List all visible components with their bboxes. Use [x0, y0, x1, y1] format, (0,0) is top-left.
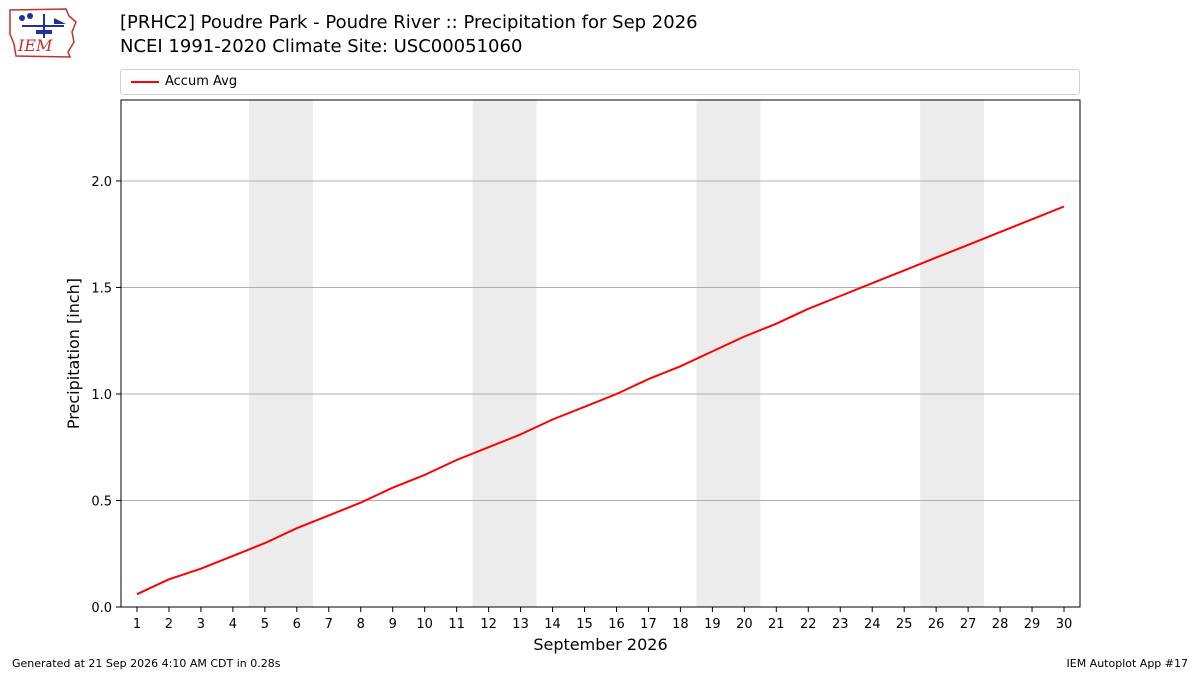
x-tick-label: 16 [608, 617, 625, 632]
x-tick-label: 28 [992, 617, 1009, 632]
footer-generated: Generated at 21 Sep 2026 4:10 AM CDT in … [12, 657, 281, 670]
x-tick-label: 24 [864, 617, 881, 632]
x-tick-label: 9 [389, 617, 397, 632]
y-axis-label: Precipitation [inch] [64, 278, 83, 429]
y-tick-label: 0.0 [91, 601, 112, 616]
x-tick-label: 1 [133, 617, 141, 632]
legend-swatch-accum-avg [131, 81, 159, 83]
x-tick-label: 2 [165, 617, 173, 632]
x-tick-label: 11 [448, 617, 465, 632]
x-tick-label: 8 [357, 617, 365, 632]
footer-app-id: IEM Autoplot App #17 [1066, 657, 1189, 670]
plot-frame [120, 99, 1081, 608]
x-axis-label: September 2026 [533, 635, 667, 654]
x-tick-label: 25 [896, 617, 913, 632]
legend: Accum Avg [120, 69, 1080, 95]
x-tick-label: 22 [800, 617, 817, 632]
x-tick-label: 6 [293, 617, 301, 632]
x-tick-label: 3 [197, 617, 205, 632]
x-tick-label: 4 [229, 617, 237, 632]
x-tick-label: 5 [261, 617, 269, 632]
legend-label-accum-avg: Accum Avg [165, 74, 238, 89]
x-tick-label: 7 [325, 617, 333, 632]
x-tick-label: 13 [512, 617, 529, 632]
weekend-band [920, 100, 985, 607]
y-tick-label: 1.0 [91, 388, 112, 403]
y-tick-label: 0.5 [91, 494, 112, 509]
x-tick-label: 17 [640, 617, 657, 632]
logo-text: IEM [17, 36, 53, 55]
x-tick-label: 26 [928, 617, 945, 632]
x-tick-label: 23 [832, 617, 849, 632]
weekend-band [248, 100, 313, 607]
x-tick-label: 14 [544, 617, 561, 632]
x-tick-label: 21 [768, 617, 785, 632]
y-tick-label: 1.5 [91, 281, 112, 296]
x-tick-label: 18 [672, 617, 689, 632]
x-tick-label: 30 [1056, 617, 1073, 632]
x-tick-label: 29 [1024, 617, 1041, 632]
x-tick-label: 15 [576, 617, 593, 632]
x-tick-label: 27 [960, 617, 977, 632]
x-tick-label: 12 [480, 617, 497, 632]
chart-title: [PRHC2] Poudre Park - Poudre River :: Pr… [120, 12, 698, 33]
iem-logo: IEM [9, 8, 77, 58]
series-line-accum-avg [136, 205, 1065, 596]
iowa-outline-icon [9, 8, 77, 58]
x-tick-label: 20 [736, 617, 753, 632]
weekend-band [472, 100, 537, 607]
x-tick-label: 10 [416, 617, 433, 632]
x-tick-label: 19 [704, 617, 721, 632]
y-tick-label: 2.0 [91, 175, 112, 190]
chart-subtitle: NCEI 1991-2020 Climate Site: USC00051060 [120, 36, 523, 57]
